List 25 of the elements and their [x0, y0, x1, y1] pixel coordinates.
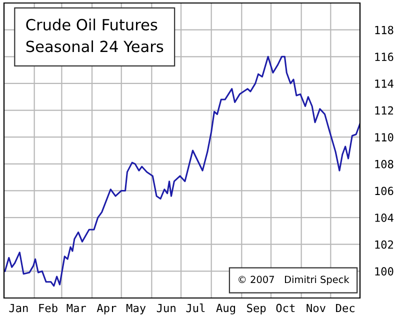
y-tick-label: 112: [375, 106, 394, 115]
y-tick-label: 100: [375, 267, 394, 276]
y-tick-label: 114: [375, 80, 394, 88]
x-tick-label: Jan: [9, 304, 28, 312]
x-tick-label: Nov: [306, 304, 326, 312]
y-tick-label: 116: [375, 52, 394, 62]
y-tick-label: 106: [375, 186, 394, 196]
y-tick-label: 102: [375, 240, 394, 249]
x-tick-label: Jun: [156, 304, 176, 312]
y-tick-label: 110: [375, 133, 394, 142]
x-tick-label: Jul: [186, 304, 205, 312]
x-tick-label: Dec: [336, 304, 354, 312]
x-tick-label: Mar: [66, 304, 86, 312]
line-series: [4, 56, 360, 287]
x-tick-label: Oct: [276, 304, 295, 312]
y-tick-label: 108: [375, 160, 394, 168]
x-tick-label: May: [126, 304, 146, 314]
annotation: © 2007 Dimitri Speck: [238, 276, 350, 286]
x-tick-label: Aug: [216, 304, 236, 314]
x-tick-label: Apr: [96, 304, 116, 314]
x-tick-label: Sep: [247, 304, 266, 314]
y-tick-label: 118: [375, 26, 394, 34]
text: Crude Oil Futures Seasonal 24 Years: [26, 18, 164, 52]
x-tick-label: Feb: [39, 304, 58, 312]
y-tick-label: 104: [375, 214, 394, 222]
